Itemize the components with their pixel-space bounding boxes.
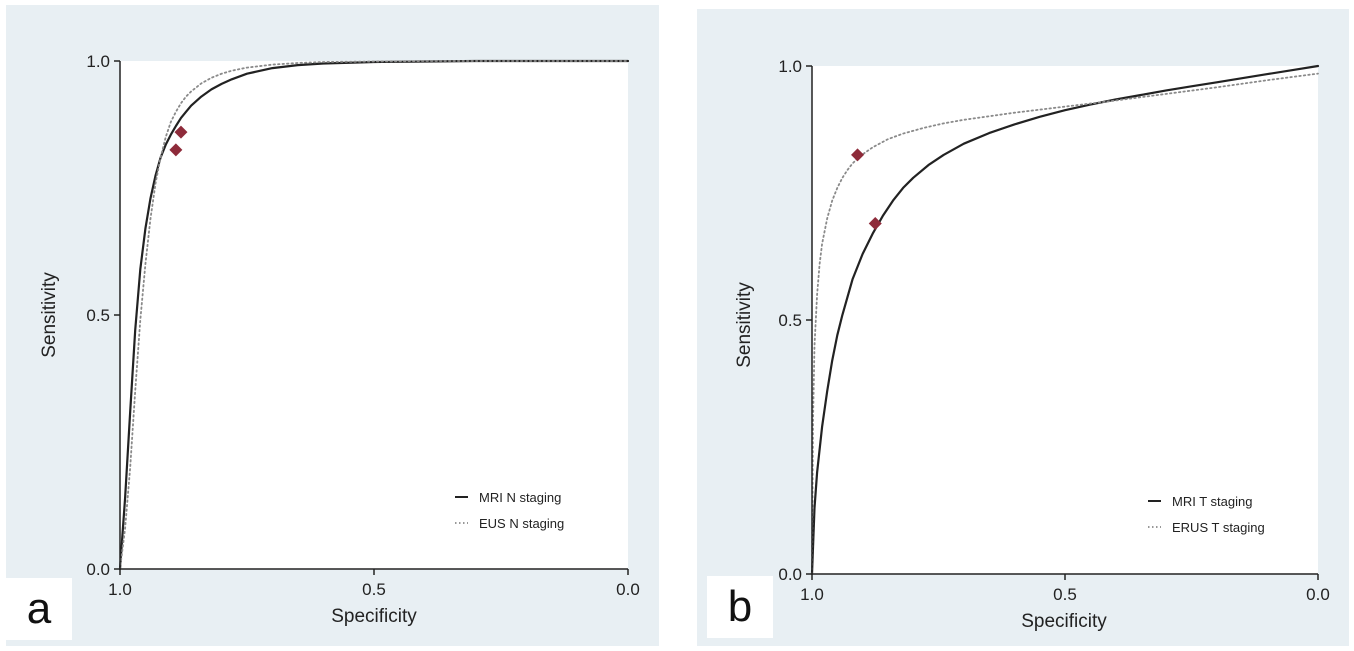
ticks-layer: 1.0 0.5 0.0 0.0 0.5 1.0: [778, 57, 1329, 604]
series-line-2: [811, 72, 1319, 575]
operating-point-marker-1: [169, 143, 183, 157]
curves-layer: [118, 59, 630, 571]
y-tick-label: 0.0: [778, 565, 802, 584]
roc-chart-b: 1.0 0.5 0.0 0.0 0.5 1.0 Specificity Sensitivi…: [734, 57, 1330, 632]
panel-label-a: a: [6, 578, 72, 640]
chart-panel-a: 1.0 0.5 0.0 0.0 0.5 1.0 Specificity Sensitivi…: [6, 5, 659, 646]
plot-area: [120, 61, 628, 569]
series-line-1: [810, 64, 1320, 576]
y-tick-label: 0.0: [86, 560, 110, 579]
curves-layer: [810, 64, 1320, 576]
legend: MRI N staging EUS N staging: [455, 490, 564, 531]
x-axis-title: Specificity: [1021, 611, 1107, 632]
x-tick-label: 0.0: [1306, 585, 1330, 604]
x-axis-title: Specificity: [331, 606, 417, 627]
y-tick-label: 1.0: [778, 57, 802, 76]
legend-label-eus-n: EUS N staging: [479, 516, 564, 531]
legend-label-mri-t: MRI T staging: [1172, 494, 1252, 509]
chart-panel-b: 1.0 0.5 0.0 0.0 0.5 1.0 Specificity Sensitivi…: [697, 9, 1349, 646]
y-tick-label: 1.0: [86, 52, 110, 71]
roc-chart-a: 1.0 0.5 0.0 0.0 0.5 1.0 Specificity Sensitivi…: [39, 52, 640, 627]
x-tick-label: 1.0: [800, 585, 824, 604]
x-tick-label: 0.0: [616, 580, 640, 599]
series-line-2: [119, 60, 629, 570]
operating-point-marker-2: [868, 216, 882, 230]
y-axis-title: Sensitivity: [734, 282, 755, 368]
x-tick-label: 0.5: [1053, 585, 1077, 604]
plot-area: [812, 66, 1318, 574]
x-tick-label: 1.0: [108, 580, 132, 599]
panel-label-b: b: [707, 576, 773, 638]
x-tick-label: 0.5: [362, 580, 386, 599]
legend-label-erus-t: ERUS T staging: [1172, 520, 1265, 535]
markers-layer: [851, 148, 882, 230]
y-axis-title: Sensitivity: [39, 272, 60, 358]
ticks-layer: 1.0 0.5 0.0 0.0 0.5 1.0: [86, 52, 639, 599]
legend-label-mri-n: MRI N staging: [479, 490, 561, 505]
legend: MRI T staging ERUS T staging: [1148, 494, 1265, 535]
y-tick-label: 0.5: [86, 306, 110, 325]
y-tick-label: 0.5: [778, 311, 802, 330]
operating-point-marker-1: [851, 148, 865, 162]
